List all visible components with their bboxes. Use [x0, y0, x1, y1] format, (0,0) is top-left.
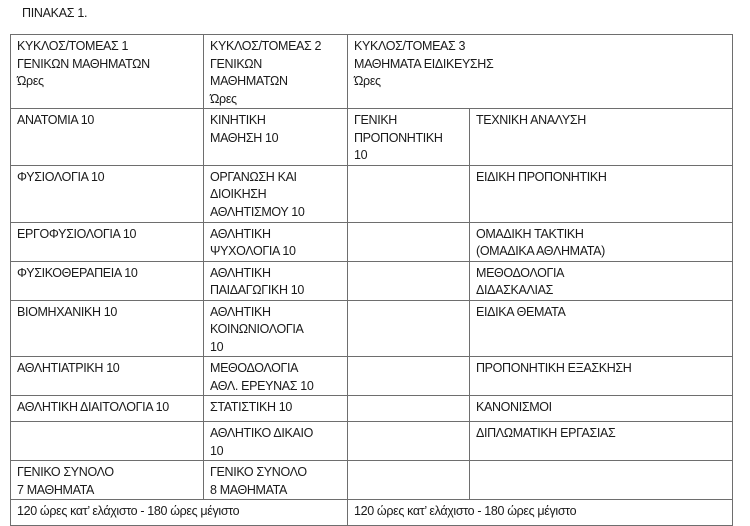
- cycle-2-cell: ΑΘΛΗΤΙΚΟ ΔΙΚΑΙΟ 10: [203, 421, 348, 461]
- cycle-2-cell: ΚΙΝΗΤΙΚΗ ΜΑΘΗΣΗ 10: [203, 108, 348, 166]
- cycle-1-cell: ΓΕΝΙΚΟ ΣΥΝΟΛΟ 7 ΜΑΘΗΜΑΤΑ: [10, 460, 204, 500]
- cycle-1-cell: ΦΥΣΙΟΛΟΓΙΑ 10: [10, 164, 204, 223]
- cycle-2-cell: ΑΘΛΗΤΙΚΗ ΨΥΧΟΛΟΓΙΑ 10: [203, 221, 348, 262]
- cycle-1-cell: [10, 421, 204, 461]
- cycle-2-cell: ΣΤΑΤΙΣΤΙΚΗ 10: [203, 395, 348, 422]
- table-row: ΓΕΝΙΚΟ ΣΥΝΟΛΟ 7 ΜΑΘΗΜΑΤΑ ΓΕΝΙΚΟ ΣΥΝΟΛΟ 8 …: [10, 460, 733, 500]
- table-row: ΑΘΛΗΤΙΚΟ ΔΙΚΑΙΟ 10 ΔΙΠΛΩΜΑΤΙΚΗ ΕΡΓΑΣΙΑΣ: [10, 421, 733, 461]
- footer-hours-specialization: 120 ώρες κατ’ ελάχιστο - 180 ώρες μέγιστ…: [347, 499, 733, 526]
- table-caption: ΠΙΝΑΚΑΣ 1.: [22, 6, 88, 20]
- header-row: ΚΥΚΛΟΣ/ΤΟΜΕΑΣ 1 ΓΕΝΙΚΩΝ ΜΑΘΗΜΑΤΩΝ Ώρες Κ…: [10, 34, 733, 109]
- specialization-cell: ΜΕΘΟΔΟΛΟΓΙΑ ΔΙΔΑΣΚΑΛΙΑΣ: [469, 260, 733, 301]
- cycle-2-cell: ΑΘΛΗΤΙΚΗ ΠΑΙΔΑΓΩΓΙΚΗ 10: [203, 260, 348, 301]
- table-row: ΒΙΟΜΗΧΑΝΙΚΗ 10 ΑΘΛΗΤΙΚΗ ΚΟΙΝΩΝΙΟΛΟΓΙΑ 10 Ε…: [10, 299, 733, 357]
- general-training-cell: [347, 260, 470, 301]
- general-training-cell: [347, 299, 470, 357]
- cycle-1-cell: ΒΙΟΜΗΧΑΝΙΚΗ 10: [10, 299, 204, 357]
- footer-row: 120 ώρες κατ’ ελάχιστο - 180 ώρες μέγιστ…: [10, 499, 733, 526]
- table-row: ΕΡΓΟΦΥΣΙΟΛΟΓΙΑ 10 ΑΘΛΗΤΙΚΗ ΨΥΧΟΛΟΓΙΑ 10 ΟΜ…: [10, 221, 733, 262]
- header-cycle-3: ΚΥΚΛΟΣ/ΤΟΜΕΑΣ 3 ΜΑΘΗΜΑΤΑ ΕΙΔΙΚΕΥΣΗΣ Ώρες: [347, 34, 733, 109]
- table-row: ΦΥΣΙΟΛΟΓΙΑ 10 ΟΡΓΑΝΩΣΗ ΚΑΙ ΔΙΟΙΚΗΣΗ ΑΘΛΗΤ…: [10, 164, 733, 223]
- cycle-2-cell: ΑΘΛΗΤΙΚΗ ΚΟΙΝΩΝΙΟΛΟΓΙΑ 10: [203, 299, 348, 357]
- cycle-1-cell: ΕΡΓΟΦΥΣΙΟΛΟΓΙΑ 10: [10, 221, 204, 262]
- cycle-1-cell: ΑΝΑΤΟΜΙΑ 10: [10, 108, 204, 166]
- general-training-cell: [347, 221, 470, 262]
- general-training-cell: [347, 421, 470, 461]
- footer-hours-general: 120 ώρες κατ’ ελάχιστο - 180 ώρες μέγιστ…: [10, 499, 348, 526]
- specialization-cell: ΟΜΑΔΙΚΗ ΤΑΚΤΙΚΗ (ΟΜΑΔΙΚΑ ΑΘΛΗΜΑΤΑ): [469, 221, 733, 262]
- table-row: ΦΥΣΙΚΟΘΕΡΑΠΕΙΑ 10 ΑΘΛΗΤΙΚΗ ΠΑΙΔΑΓΩΓΙΚΗ 10…: [10, 260, 733, 301]
- general-training-cell: [347, 395, 470, 422]
- general-training-cell: [347, 164, 470, 223]
- specialization-cell: ΚΑΝΟΝΙΣΜΟΙ: [469, 395, 733, 422]
- general-training-cell: ΓΕΝΙΚΗ ΠΡΟΠΟΝΗΤΙΚΗ 10: [347, 108, 470, 166]
- table-row: ΑΘΛΗΤΙΚΗ ΔΙΑΙΤΟΛΟΓΙΑ 10 ΣΤΑΤΙΣΤΙΚΗ 10 ΚΑΝΟ…: [10, 395, 733, 422]
- cycle-1-cell: ΑΘΛΗΤΙΑΤΡΙΚΗ 10: [10, 356, 204, 396]
- cycle-2-cell: ΓΕΝΙΚΟ ΣΥΝΟΛΟ 8 ΜΑΘΗΜΑΤΑ: [203, 460, 348, 500]
- header-cycle-1: ΚΥΚΛΟΣ/ΤΟΜΕΑΣ 1 ΓΕΝΙΚΩΝ ΜΑΘΗΜΑΤΩΝ Ώρες: [10, 34, 204, 109]
- table-row: ΑΝΑΤΟΜΙΑ 10 ΚΙΝΗΤΙΚΗ ΜΑΘΗΣΗ 10 ΓΕΝΙΚΗ ΠΡΟΠ…: [10, 108, 733, 166]
- header-cycle-2: ΚΥΚΛΟΣ/ΤΟΜΕΑΣ 2 ΓΕΝΙΚΩΝ ΜΑΘΗΜΑΤΩΝ Ώρες: [203, 34, 348, 109]
- curriculum-table: ΚΥΚΛΟΣ/ΤΟΜΕΑΣ 1 ΓΕΝΙΚΩΝ ΜΑΘΗΜΑΤΩΝ Ώρες Κ…: [10, 34, 733, 526]
- specialization-cell: ΤΕΧΝΙΚΗ ΑΝΑΛΥΣΗ: [469, 108, 733, 166]
- general-training-cell: [347, 460, 470, 500]
- cycle-2-cell: ΟΡΓΑΝΩΣΗ ΚΑΙ ΔΙΟΙΚΗΣΗ ΑΘΛΗΤΙΣΜΟΥ 10: [203, 164, 348, 223]
- specialization-cell: [469, 460, 733, 500]
- specialization-cell: ΕΙΔΙΚΗ ΠΡΟΠΟΝΗΤΙΚΗ: [469, 164, 733, 223]
- specialization-cell: ΠΡΟΠΟΝΗΤΙΚΗ ΕΞΑΣΚΗΣΗ: [469, 356, 733, 396]
- general-training-cell: [347, 356, 470, 396]
- table-row: ΑΘΛΗΤΙΑΤΡΙΚΗ 10 ΜΕΘΟΔΟΛΟΓΙΑ ΑΘΛ. ΕΡΕΥΝΑΣ …: [10, 356, 733, 396]
- cycle-1-cell: ΦΥΣΙΚΟΘΕΡΑΠΕΙΑ 10: [10, 260, 204, 301]
- specialization-cell: ΔΙΠΛΩΜΑΤΙΚΗ ΕΡΓΑΣΙΑΣ: [469, 421, 733, 461]
- cycle-2-cell: ΜΕΘΟΔΟΛΟΓΙΑ ΑΘΛ. ΕΡΕΥΝΑΣ 10: [203, 356, 348, 396]
- specialization-cell: ΕΙΔΙΚΑ ΘΕΜΑΤΑ: [469, 299, 733, 357]
- cycle-1-cell: ΑΘΛΗΤΙΚΗ ΔΙΑΙΤΟΛΟΓΙΑ 10: [10, 395, 204, 422]
